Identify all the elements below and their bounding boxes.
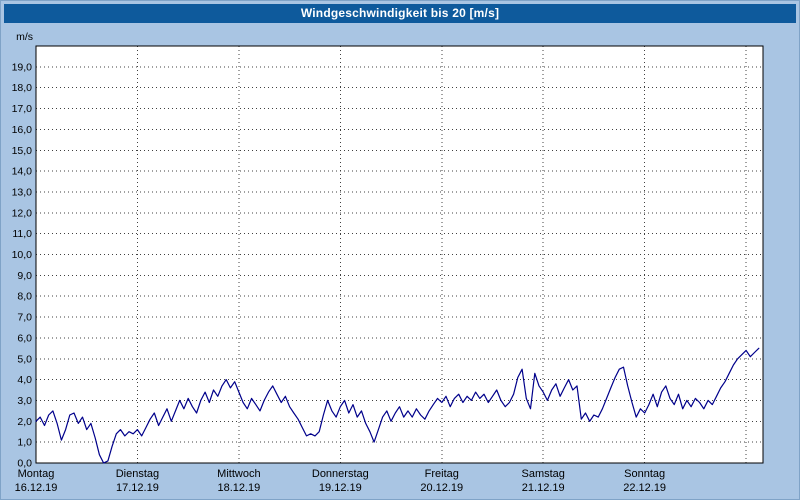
chart-title: Windgeschwindigkeit bis 20 [m/s]	[4, 4, 796, 23]
x-day-date-label: 17.12.19	[116, 482, 159, 494]
x-day-date-label: 19.12.19	[319, 482, 362, 494]
y-tick-label: 0,0	[17, 458, 32, 470]
y-tick-label: 11,0	[12, 228, 32, 240]
x-day-name-label: Dienstag	[116, 468, 159, 480]
plot-area	[36, 46, 763, 463]
y-tick-label: 4,0	[17, 374, 32, 386]
y-tick-label: 3,0	[17, 395, 32, 407]
y-tick-label: 10,0	[12, 249, 33, 261]
x-day-name-label: Montag	[18, 468, 55, 480]
y-tick-label: 9,0	[17, 270, 32, 282]
x-day-date-label: 20.12.19	[420, 482, 463, 494]
y-axis-unit-label: m/s	[16, 31, 33, 43]
y-tick-label: 6,0	[17, 332, 32, 344]
plot-frame	[35, 45, 764, 464]
y-tick-label: 16,0	[12, 124, 33, 136]
x-day-name-label: Mittwoch	[217, 468, 260, 480]
y-tick-label: 15,0	[12, 145, 33, 157]
y-tick-label: 12,0	[12, 207, 33, 219]
y-tick-label: 14,0	[12, 166, 33, 178]
x-day-date-label: 21.12.19	[522, 482, 565, 494]
x-day-date-label: 18.12.19	[217, 482, 260, 494]
x-day-name-label: Samstag	[521, 468, 564, 480]
y-tick-label: 1,0	[17, 437, 32, 449]
wind-speed-series-line	[35, 347, 760, 464]
y-tick-label: 5,0	[17, 353, 32, 365]
y-tick-label: 2,0	[17, 416, 32, 428]
y-tick-label: 17,0	[12, 103, 33, 115]
x-day-name-label: Donnerstag	[312, 468, 369, 480]
y-tick-label: 7,0	[17, 312, 32, 324]
y-tick-label: 8,0	[17, 291, 32, 303]
y-tick-label: 19,0	[12, 61, 33, 73]
x-day-name-label: Freitag	[425, 468, 459, 480]
y-tick-label: 13,0	[12, 186, 33, 198]
y-tick-label: 18,0	[12, 82, 33, 94]
x-day-date-label: 22.12.19	[623, 482, 666, 494]
x-day-date-label: 16.12.19	[15, 482, 58, 494]
x-day-name-label: Sonntag	[624, 468, 665, 480]
